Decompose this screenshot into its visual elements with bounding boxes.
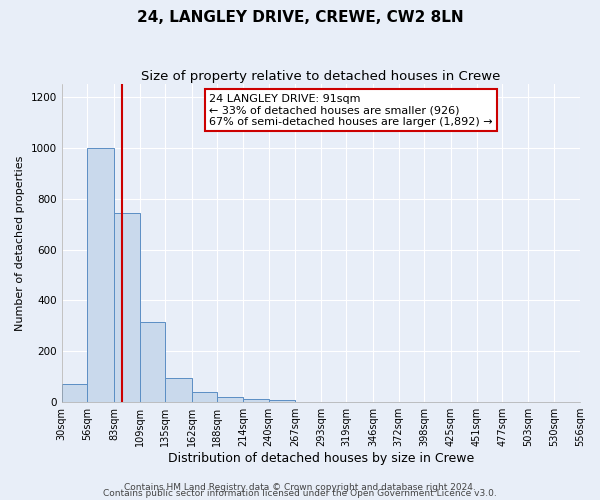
- Text: Contains public sector information licensed under the Open Government Licence v3: Contains public sector information licen…: [103, 490, 497, 498]
- Bar: [87, 148, 114, 402]
- Bar: [243, 398, 269, 402]
- Text: Contains HM Land Registry data © Crown copyright and database right 2024.: Contains HM Land Registry data © Crown c…: [124, 484, 476, 492]
- Text: 24 LANGLEY DRIVE: 91sqm
← 33% of detached houses are smaller (926)
67% of semi-d: 24 LANGLEY DRIVE: 91sqm ← 33% of detache…: [209, 94, 493, 127]
- Y-axis label: Number of detached properties: Number of detached properties: [15, 156, 25, 331]
- Bar: [217, 396, 243, 402]
- Bar: [62, 384, 87, 402]
- Title: Size of property relative to detached houses in Crewe: Size of property relative to detached ho…: [141, 70, 500, 83]
- Bar: [269, 400, 295, 402]
- Bar: [114, 212, 140, 402]
- Bar: [192, 392, 217, 402]
- X-axis label: Distribution of detached houses by size in Crewe: Distribution of detached houses by size …: [168, 452, 474, 465]
- Bar: [165, 378, 192, 402]
- Text: 24, LANGLEY DRIVE, CREWE, CW2 8LN: 24, LANGLEY DRIVE, CREWE, CW2 8LN: [137, 10, 463, 25]
- Bar: [140, 322, 165, 402]
